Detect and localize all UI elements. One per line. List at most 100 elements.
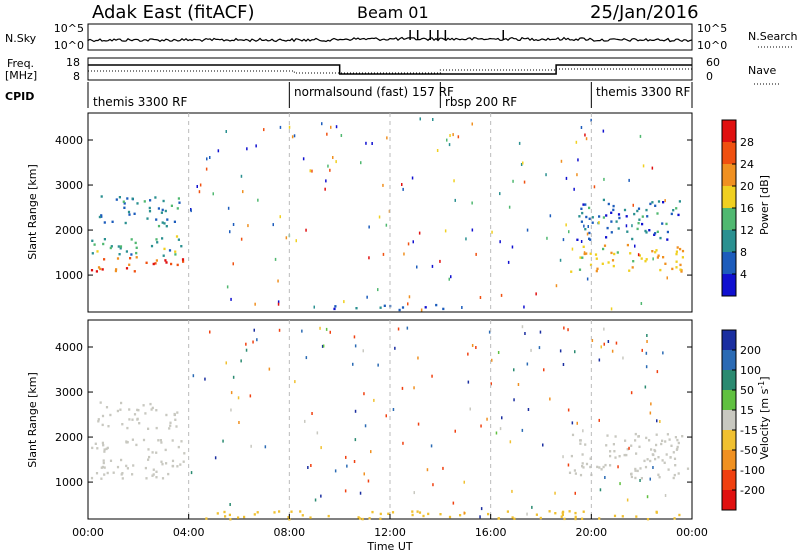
- velocity-cell-sparse: [264, 445, 267, 449]
- velocity-cell: [167, 472, 170, 476]
- velocity-cell: [273, 511, 276, 514]
- power-cell-sparse: [583, 251, 586, 255]
- velocity-grid: [188, 320, 592, 519]
- cpid-segment-label: normalsound (fast) 157 RF: [294, 85, 454, 99]
- power-cell: [638, 254, 641, 257]
- power-cell-sparse: [549, 214, 552, 218]
- power-cell-sparse: [535, 292, 537, 296]
- velocity-cell-sparse: [549, 397, 551, 401]
- velocity-cell-sparse: [329, 330, 331, 334]
- velocity-cell: [579, 442, 582, 445]
- power-cell-sparse: [212, 192, 214, 196]
- power-cell-sparse: [666, 276, 668, 280]
- power-cell: [676, 246, 679, 249]
- power-cell: [177, 238, 180, 241]
- velocity-cell: [126, 467, 129, 470]
- power-cell-sparse: [610, 307, 613, 311]
- velocity-cell-sparse: [524, 332, 526, 335]
- velocity-cell-sparse: [209, 330, 211, 334]
- power-cell: [90, 269, 94, 272]
- velocity-cell-sparse: [363, 472, 365, 476]
- velocity-cell-sparse: [611, 349, 614, 353]
- power-cell: [166, 218, 169, 221]
- power-cell-sparse: [277, 300, 280, 304]
- power-cell: [581, 211, 584, 215]
- velocity-cell-sparse: [659, 420, 661, 423]
- power-cell-sparse: [403, 252, 405, 256]
- power-cell: [133, 270, 136, 273]
- power-cell: [606, 226, 609, 230]
- velocity-cell: [649, 459, 652, 463]
- velocity-cell-sparse: [526, 362, 529, 366]
- nsky-trace: [87, 30, 693, 43]
- power-cell-sparse: [508, 205, 511, 209]
- power-cell: [651, 201, 654, 204]
- velocity-cell: [634, 476, 637, 480]
- power-cell-sparse: [523, 305, 525, 309]
- velocity-cell: [411, 510, 414, 513]
- velocity-cell: [205, 517, 208, 520]
- power-cell: [155, 218, 158, 221]
- velocity-cell-sparse: [245, 342, 247, 346]
- power-cell-sparse: [565, 176, 568, 180]
- velocity-cell-sparse: [240, 359, 242, 363]
- velocity-cell-sparse: [373, 398, 375, 402]
- velocity-cell-sparse: [664, 494, 667, 497]
- velocity-cell: [155, 426, 158, 430]
- power-colorbar-swatch: [722, 142, 736, 164]
- power-cell: [602, 216, 605, 219]
- power-cell: [629, 252, 632, 255]
- power-cell: [178, 201, 181, 204]
- power-cell-sparse: [386, 136, 388, 140]
- velocity-cell: [152, 473, 155, 476]
- velocity-cell-sparse: [530, 348, 532, 352]
- power-cell-sparse: [277, 279, 279, 283]
- power-cell-sparse: [225, 130, 227, 133]
- power-cell-sparse: [545, 173, 547, 177]
- velocity-cell: [661, 459, 664, 462]
- velocity-cell: [99, 401, 102, 404]
- power-cell-sparse: [575, 140, 578, 144]
- power-cell: [672, 209, 675, 212]
- velocity-cell: [125, 464, 128, 468]
- power-cell: [631, 237, 634, 241]
- velocity-yticks: 1000 2000 3000 4000: [55, 341, 692, 489]
- velocity-cell-sparse: [639, 479, 641, 482]
- velocity-cell: [160, 460, 163, 463]
- velocity-cell-sparse: [320, 446, 322, 450]
- velocity-cell: [101, 423, 104, 427]
- velocity-cell: [655, 443, 658, 447]
- velocity-cell-sparse: [352, 362, 354, 366]
- velocity-cell: [145, 477, 148, 480]
- power-cell-sparse: [360, 161, 362, 165]
- date-title: 25/Jan/2016: [590, 2, 699, 23]
- power-cell-sparse: [511, 245, 514, 249]
- velocity-cell-sparse: [628, 446, 630, 450]
- power-colorbar-swatch: [722, 186, 736, 208]
- power-cell: [632, 260, 635, 263]
- velocity-cell: [676, 438, 679, 442]
- velocity-cell: [589, 457, 592, 460]
- power-colorbar-label: 28: [740, 136, 754, 149]
- power-cell-sparse: [279, 215, 281, 219]
- power-cell: [584, 203, 587, 206]
- velocity-cell: [161, 463, 164, 466]
- velocity-cell: [151, 406, 154, 410]
- velocity-cell: [637, 435, 640, 438]
- power-cell: [165, 261, 168, 264]
- velocity-colorbar-swatch: [722, 390, 736, 410]
- power-cell: [180, 245, 183, 248]
- power-cell-sparse: [240, 237, 243, 241]
- velocity-colorbar-label-main: Velocity [m s: [758, 388, 771, 459]
- velocity-cell: [613, 514, 617, 518]
- power-cell: [605, 236, 608, 239]
- power-cell: [181, 258, 185, 261]
- power-cell-sparse: [526, 228, 529, 232]
- power-cell-sparse: [217, 149, 220, 153]
- power-cell-sparse: [365, 141, 367, 145]
- power-cell-sparse: [559, 258, 562, 262]
- power-cell: [654, 232, 657, 235]
- velocity-cell: [677, 441, 680, 445]
- power-cell-sparse: [332, 156, 334, 159]
